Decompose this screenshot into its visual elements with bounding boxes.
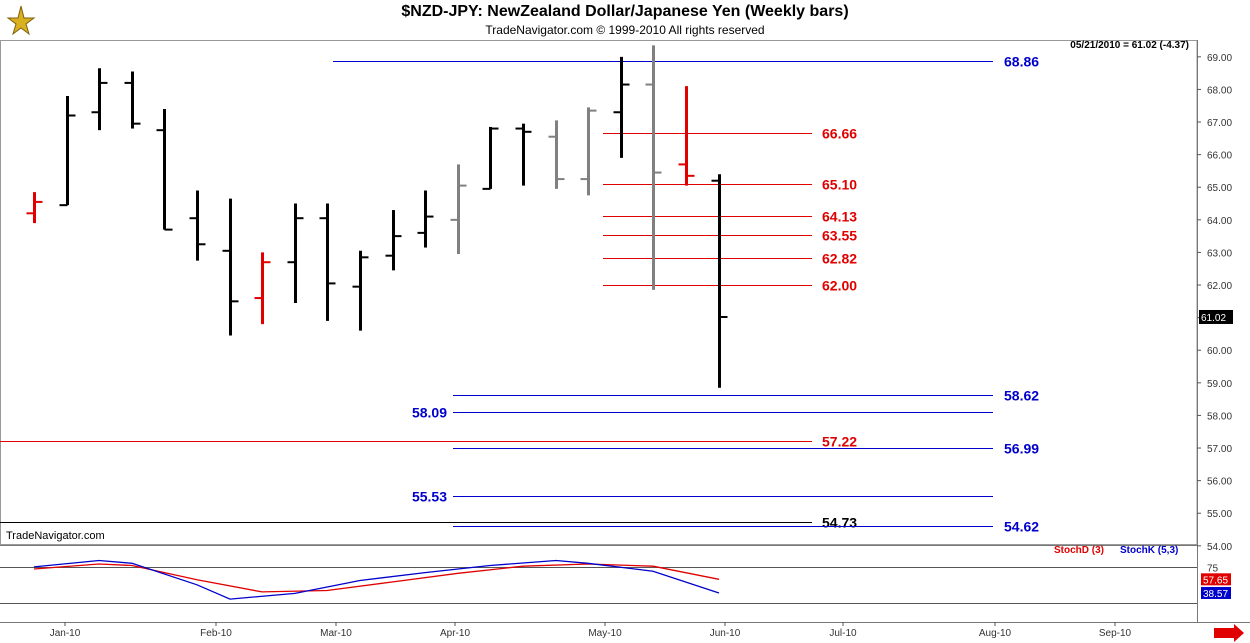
level-label: 62.00 bbox=[822, 278, 857, 294]
level-label: 57.22 bbox=[822, 434, 857, 450]
y-tick-label: 63.00 bbox=[1207, 248, 1232, 259]
scroll-right-arrow-icon[interactable] bbox=[1214, 624, 1244, 642]
date-value-readout: 05/21/2010 = 61.02 (-4.37) bbox=[1070, 40, 1189, 51]
y-tick-label: 55.00 bbox=[1207, 509, 1232, 520]
y-tick-label: 64.00 bbox=[1207, 216, 1232, 227]
trade-navigator-logo[interactable] bbox=[4, 4, 38, 36]
chart-title: $NZD-JPY: NewZealand Dollar/Japanese Yen… bbox=[401, 3, 849, 20]
price-panel-frame bbox=[0, 40, 1198, 545]
y-tick-label: 58.00 bbox=[1207, 411, 1232, 422]
y-tick-label: 67.00 bbox=[1207, 118, 1232, 129]
level-label: 65.10 bbox=[822, 177, 857, 193]
level-label: 62.82 bbox=[822, 251, 857, 267]
x-tick-label: Feb-10 bbox=[200, 628, 232, 639]
x-tick-label: Sep-10 bbox=[1099, 628, 1132, 639]
x-tick-label: Jun-10 bbox=[710, 628, 741, 639]
chart-subtitle: TradeNavigator.com © 1999-2010 All right… bbox=[485, 23, 765, 37]
level-label: 63.55 bbox=[822, 228, 857, 244]
level-label: 56.99 bbox=[1004, 441, 1039, 457]
y-tick-label: 62.00 bbox=[1207, 281, 1232, 292]
stoch-value-box bbox=[1201, 573, 1231, 586]
x-tick-label: Mar-10 bbox=[320, 628, 352, 639]
stoch-value: 57.65 bbox=[1203, 575, 1228, 586]
level-label: 58.09 bbox=[412, 405, 447, 421]
stoch-series-line bbox=[33, 559, 720, 600]
y-tick-label: 54.00 bbox=[1207, 542, 1232, 553]
y-tick-label: 60.00 bbox=[1207, 346, 1232, 357]
x-tick-label: Jan-10 bbox=[50, 628, 81, 639]
level-label: 54.73 bbox=[822, 515, 857, 531]
level-label: 66.66 bbox=[822, 126, 857, 142]
x-tick-label: Apr-10 bbox=[440, 628, 470, 639]
level-label: 64.13 bbox=[822, 209, 857, 225]
y-tick-label: 66.00 bbox=[1207, 151, 1232, 162]
legend-stochk: StochK (5,3) bbox=[1120, 545, 1178, 556]
stoch-value: 38.57 bbox=[1203, 589, 1228, 600]
y-tick-label: 69.00 bbox=[1207, 53, 1232, 64]
stoch-value-box bbox=[1201, 586, 1231, 599]
x-tick-label: Jul-10 bbox=[829, 628, 857, 639]
level-label: 58.62 bbox=[1004, 388, 1039, 404]
stoch-y-tick: 75 bbox=[1207, 564, 1219, 575]
y-tick-label: 59.00 bbox=[1207, 379, 1232, 390]
last-price-box bbox=[1199, 309, 1233, 324]
level-label: 55.53 bbox=[412, 489, 447, 505]
y-tick-label: 56.00 bbox=[1207, 477, 1232, 488]
y-tick-label: 57.00 bbox=[1207, 444, 1232, 455]
y-tick-label: 68.00 bbox=[1207, 85, 1232, 96]
x-tick-label: Aug-10 bbox=[979, 628, 1012, 639]
watermark: TradeNavigator.com bbox=[6, 530, 105, 542]
last-price-value: 61.02 bbox=[1201, 313, 1226, 324]
y-tick-label: 65.00 bbox=[1207, 183, 1232, 194]
level-label: 54.62 bbox=[1004, 519, 1039, 535]
level-label: 68.86 bbox=[1004, 54, 1039, 70]
legend-stochd: StochD (3) bbox=[1054, 545, 1104, 556]
x-tick-label: May-10 bbox=[588, 628, 622, 639]
